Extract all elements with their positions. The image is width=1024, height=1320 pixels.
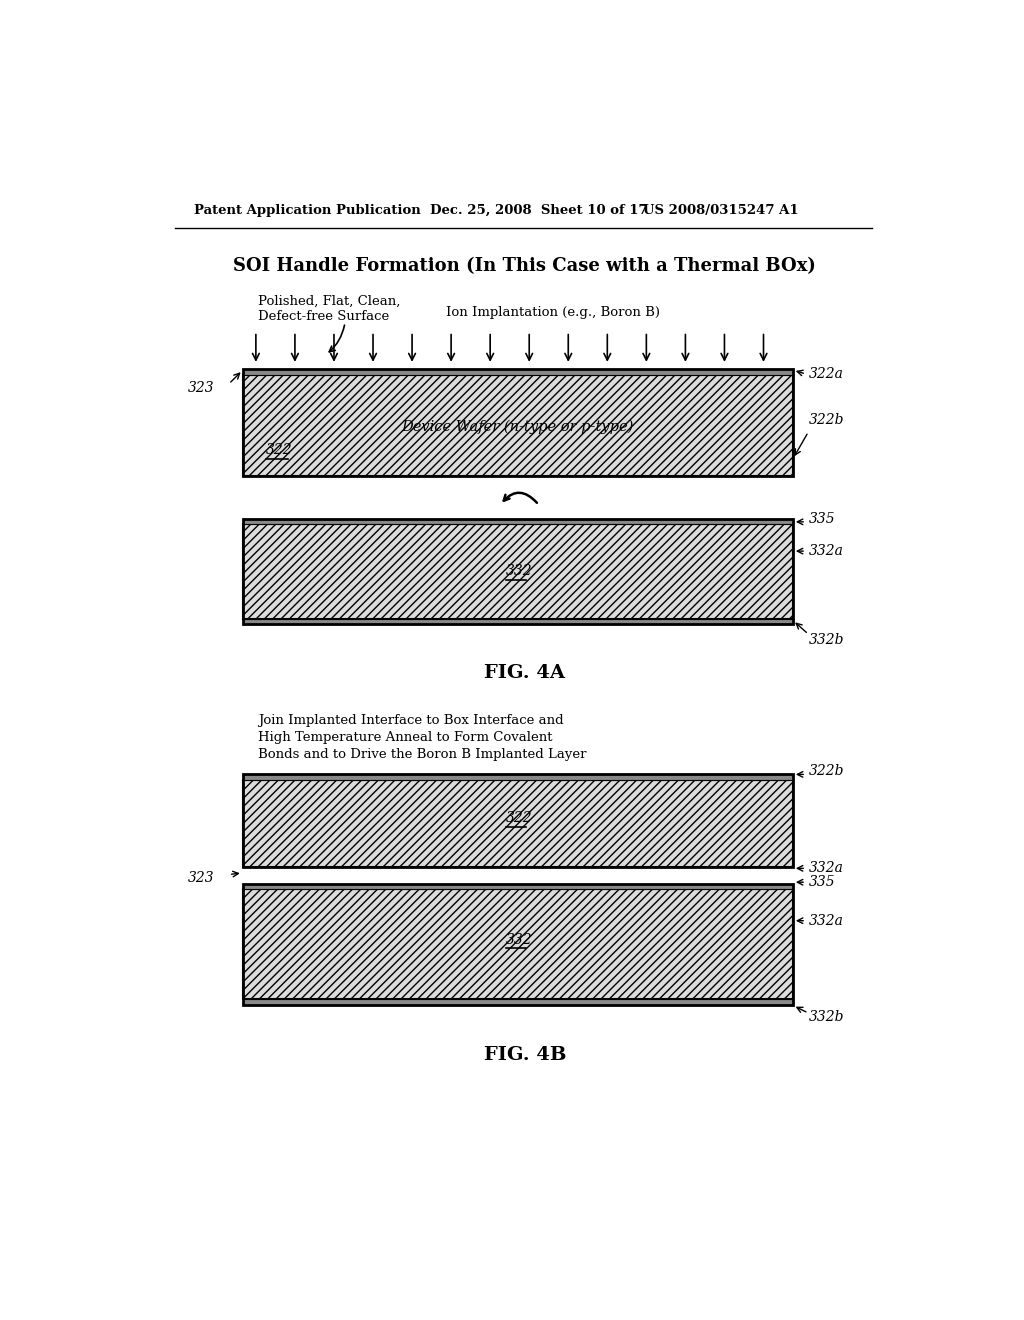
Text: Join Implanted Interface to Box Interface and: Join Implanted Interface to Box Interfac…: [258, 714, 564, 727]
Bar: [243, 775, 793, 780]
Text: 332: 332: [506, 933, 532, 946]
Text: High Temperature Anneal to Form Covalent: High Temperature Anneal to Form Covalent: [258, 731, 553, 744]
Text: 322b: 322b: [809, 413, 844, 428]
Bar: [243, 884, 793, 1005]
Text: 332b: 332b: [809, 632, 844, 647]
Text: FIG. 4A: FIG. 4A: [484, 664, 565, 681]
Bar: [243, 619, 793, 624]
Text: Defect-free Surface: Defect-free Surface: [258, 310, 389, 323]
Text: Ion Implantation (e.g., Boron B): Ion Implantation (e.g., Boron B): [445, 306, 659, 319]
Bar: [243, 890, 793, 999]
Text: 332: 332: [506, 564, 532, 578]
Bar: [243, 375, 793, 477]
Bar: [243, 884, 793, 890]
Text: 323: 323: [188, 871, 215, 886]
Bar: [243, 519, 793, 524]
Text: 322a: 322a: [809, 367, 844, 381]
Text: 322b: 322b: [809, 764, 844, 779]
Text: 322: 322: [266, 444, 293, 457]
Text: US 2008/0315247 A1: US 2008/0315247 A1: [643, 205, 799, 218]
Text: Device Wafer (n-type or p-type): Device Wafer (n-type or p-type): [401, 420, 634, 433]
Bar: [243, 780, 793, 867]
Text: SOI Handle Formation (In This Case with a Thermal BOx): SOI Handle Formation (In This Case with …: [233, 257, 816, 275]
Text: Patent Application Publication: Patent Application Publication: [194, 205, 421, 218]
Text: Dec. 25, 2008  Sheet 10 of 17: Dec. 25, 2008 Sheet 10 of 17: [430, 205, 648, 218]
Text: 322: 322: [506, 812, 532, 825]
Text: Polished, Flat, Clean,: Polished, Flat, Clean,: [258, 294, 400, 308]
Text: 332a: 332a: [809, 913, 844, 928]
Bar: [243, 368, 793, 375]
Text: 335: 335: [809, 875, 836, 890]
Text: 323: 323: [188, 381, 215, 395]
Text: 335: 335: [809, 512, 836, 525]
Bar: [243, 999, 793, 1005]
Text: FIG. 4B: FIG. 4B: [483, 1047, 566, 1064]
Bar: [243, 368, 793, 477]
Bar: [243, 519, 793, 624]
Text: Bonds and to Drive the Boron B Implanted Layer: Bonds and to Drive the Boron B Implanted…: [258, 748, 587, 760]
Bar: [243, 775, 793, 867]
Text: 332a: 332a: [809, 544, 844, 558]
Text: 332b: 332b: [809, 1010, 844, 1024]
Bar: [243, 524, 793, 619]
Text: 332a: 332a: [809, 862, 844, 875]
